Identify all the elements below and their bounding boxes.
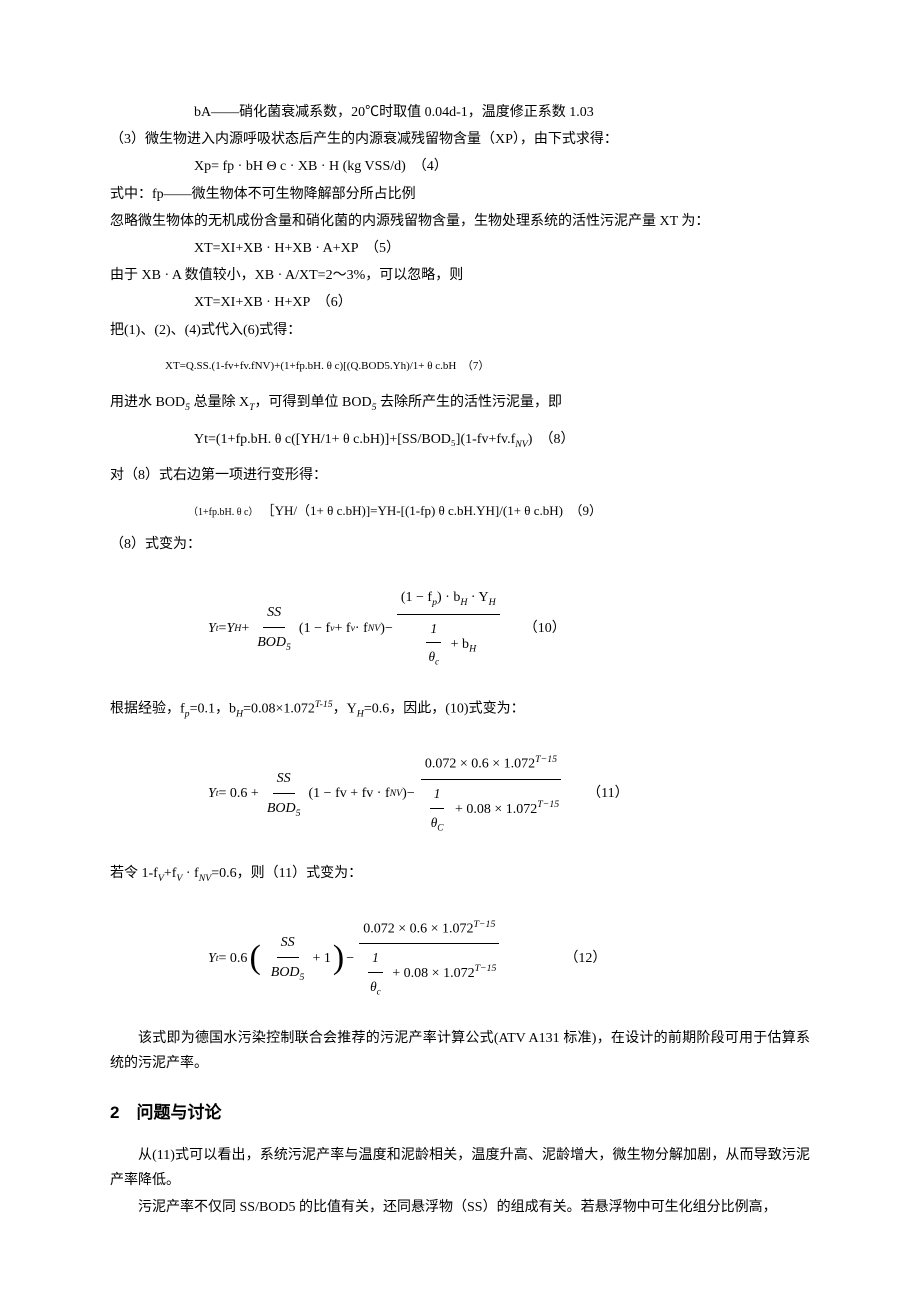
text-line: 式中：fp——微生物体不可生物降解部分所占比例 (110, 182, 810, 207)
equation-number: （12） (564, 946, 606, 971)
text-line: （8）式变为： (110, 532, 810, 557)
equation-9: （1+fp.bH. θ c） ［YH/（1+ θ c.bH)]=YH-[(1-f… (110, 499, 810, 522)
equation-8: Yt=(1+fp.bH. θ c([YH/1+ θ c.bH)]+[SS/BOD… (110, 427, 810, 453)
body-paragraph: 从(11)式可以看出，系统污泥产率与温度和泥龄相关，温度升高、泥龄增大，微生物分… (110, 1143, 810, 1193)
equation-number: （10） (524, 616, 566, 641)
text-line: 忽略微生物体的无机成份含量和硝化菌的内源残留物含量，生物处理系统的活性污泥产量 … (110, 209, 810, 234)
text-line: （3）微生物进入内源呼吸状态后产生的内源衰减残留物含量（XP），由下式求得： (110, 127, 810, 152)
text-line: 若令 1-fV+fV · fNV=0.6，则（11）式变为： (110, 861, 810, 887)
text-line: 用进水 BOD5 总量除 XT，可得到单位 BOD5 去除所产生的活性污泥量，即 (110, 390, 810, 416)
conclusion-paragraph: 该式即为德国水污染控制联合会推荐的污泥产率计算公式(ATV A131 标准)，在… (110, 1026, 810, 1076)
equation-4: Xp= fp · bH Θ c · XB · H (kg VSS/d) （4） (110, 154, 810, 179)
equation-10: Yt = YH + SS BOD5 (1 − fv + fv · fNV ) −… (110, 585, 810, 672)
text-line: 对（8）式右边第一项进行变形得： (110, 463, 810, 488)
equation-number: （11） (587, 781, 628, 806)
section-number: 2 (110, 1103, 119, 1122)
section-title: 问题与讨论 (136, 1103, 221, 1122)
text-line: 根据经验，fp=0.1，bH=0.08×1.072T-15，YH=0.6，因此，… (110, 696, 810, 723)
equation-12: Yt = 0.6 ( SS BOD5 + 1 ) − 0.072 × 0.6 ×… (110, 916, 810, 1002)
section-heading: 2 问题与讨论 (110, 1098, 810, 1129)
text-line: bA——硝化菌衰减系数，20℃时取值 0.04d-1，温度修正系数 1.03 (110, 100, 810, 125)
body-paragraph: 污泥产率不仅同 SS/BOD5 的比值有关，还同悬浮物（SS）的组成有关。若悬浮… (110, 1195, 810, 1220)
equation-11: Yt = 0.6 + SS BOD5 (1 − fv + fv · fNV) −… (110, 751, 810, 837)
text-line: 把(1)、(2)、(4)式代入(6)式得： (110, 318, 810, 343)
equation-6: XT=XI+XB · H+XP （6） (110, 290, 810, 315)
equation-7: XT=Q.SS.(1-fv+fv.fNV)+(1+fp.bH. θ c)[(Q.… (110, 357, 810, 377)
equation-5: XT=XI+XB · H+XB · A+XP （5） (110, 236, 810, 261)
text-line: 由于 XB · A 数值较小，XB · A/XT=2～3%，可以忽略，则 (110, 263, 810, 288)
